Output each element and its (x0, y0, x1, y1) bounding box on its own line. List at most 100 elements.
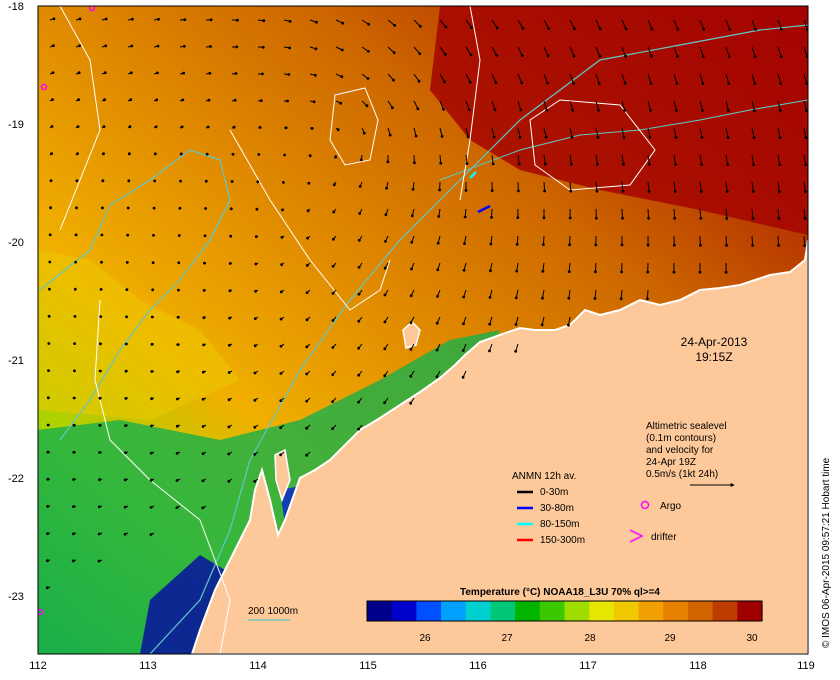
colorbar-segment (391, 601, 417, 621)
velocity-vector-head (646, 297, 649, 301)
velocity-vector-head (130, 44, 134, 48)
velocity-vector (803, 181, 806, 192)
velocity-vector-head (331, 319, 335, 322)
velocity-vector-head (410, 240, 414, 244)
velocity-vector (413, 19, 421, 27)
velocity-vector-head (253, 480, 257, 483)
velocity-vector-head (305, 264, 309, 267)
velocity-vector-head (72, 423, 76, 427)
velocity-vector-head (331, 373, 335, 376)
velocity-vector-head (332, 183, 336, 187)
velocity-vector-head (702, 27, 706, 31)
velocity-vector-head (418, 52, 422, 56)
velocity-vector-head (778, 163, 782, 167)
velocity-vector (725, 154, 729, 165)
velocity-vector-head (77, 98, 80, 101)
velocity-vector (569, 19, 575, 30)
velocity-vector (595, 127, 599, 138)
velocity-vector (439, 127, 443, 137)
velocity-vector (595, 73, 600, 84)
velocity-vector-head (646, 243, 650, 247)
lon-tick-label: 117 (579, 660, 597, 672)
legend-item-argo: Argo (640, 500, 682, 512)
velocity-vector-head (546, 81, 549, 85)
velocity-vector-head (542, 216, 546, 220)
velocity-vector (777, 127, 781, 138)
velocity-vector-head (150, 424, 153, 428)
colorbar-tick: 27 (501, 633, 513, 644)
velocity-vector-head (253, 425, 257, 429)
velocity-vector-head (281, 208, 284, 212)
velocity-vector (517, 19, 524, 29)
velocity-vector (777, 100, 781, 111)
velocity-vector-head (573, 27, 576, 31)
velocity-vector-head (649, 109, 652, 112)
velocity-vector-head (699, 243, 702, 247)
velocity-vector-head (149, 506, 153, 509)
velocity-vector-head (435, 348, 439, 352)
colorbar-segment (564, 601, 590, 621)
velocity-vector (621, 208, 623, 219)
velocity-vector-head (597, 108, 600, 112)
velocity-vector (647, 46, 652, 57)
velocity-vector-head (650, 54, 653, 58)
velocity-vector (491, 154, 494, 164)
lat-tick-label: -21 (8, 355, 24, 367)
velocity-vector-head (282, 181, 285, 184)
velocity-vector-head (803, 244, 807, 247)
velocity-vector-head (47, 369, 50, 372)
velocity-vector-head (97, 559, 101, 563)
velocity-vector-head (151, 261, 155, 264)
velocity-vector-head (367, 22, 371, 26)
velocity-vector-head (699, 190, 703, 193)
velocity-vector (569, 154, 572, 165)
velocity-vector-head (673, 190, 677, 193)
velocity-vector-head (73, 369, 76, 373)
velocity-vector-head (727, 109, 730, 112)
velocity-vector-head (623, 81, 627, 85)
velocity-vector-head (751, 244, 754, 247)
velocity-vector-head (201, 397, 205, 401)
velocity-vector-head (515, 269, 519, 273)
velocity-vector-head (127, 179, 131, 183)
velocity-vector-head (488, 349, 491, 353)
velocity-vector-head (78, 17, 82, 21)
velocity-vector-head (305, 372, 309, 376)
velocity-vector-head (204, 179, 208, 183)
legend-item-label: Argo (660, 501, 682, 512)
velocity-vector-head (257, 153, 261, 156)
velocity-vector-head (597, 81, 601, 85)
velocity-vector-head (727, 55, 731, 58)
velocity-vector-head (123, 532, 127, 536)
sealevel-contour-4 (459, 6, 481, 201)
velocity-vector-head (149, 451, 153, 455)
velocity-vector-head (104, 17, 108, 21)
lon-tick-label: 115 (359, 660, 377, 672)
velocity-vector-head (386, 160, 390, 164)
velocity-vector-head (152, 233, 155, 237)
colorbar-segment (663, 601, 689, 621)
velocity-vector-head (357, 373, 361, 377)
longitude-axis: 112 113 114 115 116 117 118 119 (29, 660, 815, 672)
lat-tick-label: -23 (8, 591, 24, 603)
velocity-vector-head (672, 243, 676, 247)
velocity-vector (569, 127, 573, 138)
velocity-vector-head (156, 44, 160, 48)
lat-tick-label: -20 (8, 237, 24, 249)
velocity-vector (595, 19, 601, 30)
mooring-arrow-cyan (469, 171, 477, 179)
velocity-vector-head (46, 505, 49, 508)
velocity-vector-head (624, 54, 627, 58)
velocity-vector-head (124, 424, 127, 427)
velocity-vector-head (74, 260, 77, 264)
credit-text: © IMOS 06-Apr-2015 09:57:21 Hobart time (821, 457, 832, 648)
velocity-vector-head (234, 72, 238, 75)
velocity-vector (647, 127, 651, 138)
colorbar-segment (712, 601, 738, 621)
velocity-vector-head (72, 478, 75, 481)
velocity-vector-head (570, 162, 573, 166)
legend-title: ANMN 12h av. (512, 471, 576, 482)
sealevel-contour-2 (229, 129, 391, 311)
velocity-vector-head (436, 241, 440, 245)
velocity-vector-head (127, 152, 131, 156)
